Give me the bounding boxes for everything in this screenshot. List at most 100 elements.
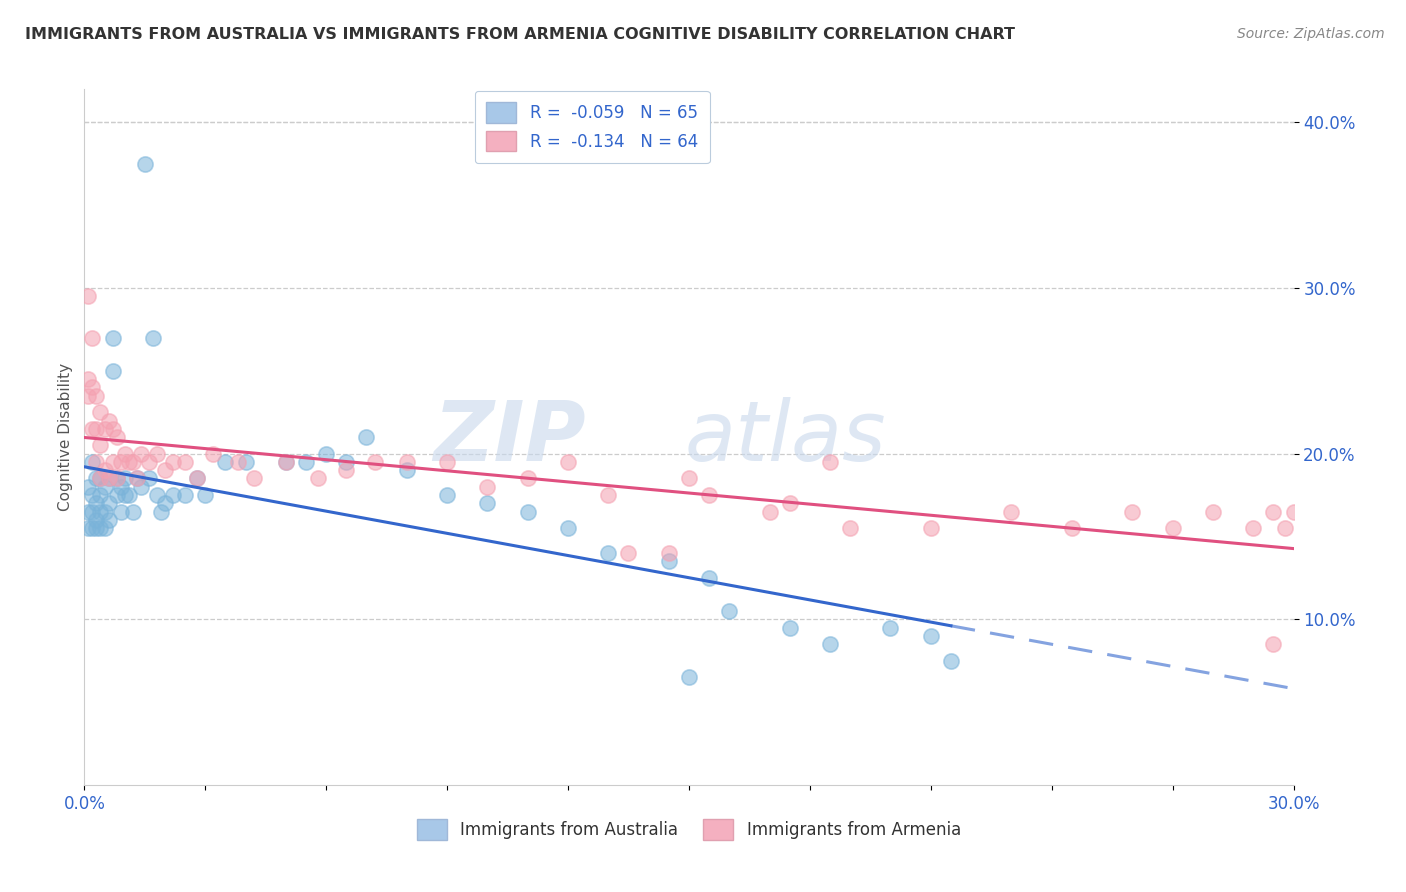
Point bbox=[89, 438, 111, 452]
Text: IMMIGRANTS FROM AUSTRALIA VS IMMIGRANTS FROM ARMENIA COGNITIVE DISABILITY CORREL: IMMIGRANTS FROM AUSTRALIA VS IMMIGRANTS … bbox=[25, 27, 1015, 42]
Point bbox=[82, 521, 104, 535]
Point bbox=[121, 505, 143, 519]
Point bbox=[93, 422, 115, 436]
Point bbox=[77, 289, 100, 303]
Point bbox=[274, 455, 297, 469]
Point bbox=[105, 471, 128, 485]
Point bbox=[153, 463, 176, 477]
Point bbox=[114, 447, 136, 461]
Point bbox=[101, 331, 124, 345]
Point bbox=[307, 471, 329, 485]
Point bbox=[1274, 521, 1296, 535]
Point bbox=[356, 430, 378, 444]
Point bbox=[235, 455, 257, 469]
Point bbox=[516, 471, 538, 485]
Point bbox=[110, 505, 132, 519]
Point bbox=[121, 455, 143, 469]
Y-axis label: Cognitive Disability: Cognitive Disability bbox=[58, 363, 73, 511]
Point bbox=[186, 471, 208, 485]
Point bbox=[1263, 637, 1285, 651]
Point bbox=[1263, 505, 1285, 519]
Point bbox=[839, 521, 862, 535]
Point bbox=[162, 455, 184, 469]
Point bbox=[557, 521, 579, 535]
Point bbox=[436, 455, 458, 469]
Point bbox=[174, 488, 197, 502]
Point bbox=[598, 546, 620, 560]
Point bbox=[129, 480, 152, 494]
Point bbox=[97, 413, 120, 427]
Point bbox=[697, 488, 720, 502]
Point bbox=[162, 488, 184, 502]
Point bbox=[138, 455, 160, 469]
Point bbox=[82, 455, 104, 469]
Point bbox=[82, 505, 104, 519]
Point bbox=[129, 447, 152, 461]
Point bbox=[105, 430, 128, 444]
Point bbox=[274, 455, 297, 469]
Point bbox=[97, 471, 120, 485]
Point bbox=[89, 471, 111, 485]
Point bbox=[125, 471, 148, 485]
Point bbox=[214, 455, 236, 469]
Point bbox=[86, 422, 108, 436]
Point bbox=[77, 389, 100, 403]
Point bbox=[125, 471, 148, 485]
Point bbox=[315, 447, 337, 461]
Point bbox=[226, 455, 249, 469]
Point bbox=[146, 488, 169, 502]
Point bbox=[110, 480, 132, 494]
Point bbox=[939, 654, 962, 668]
Point bbox=[101, 455, 124, 469]
Point bbox=[134, 157, 156, 171]
Point bbox=[818, 637, 841, 651]
Point bbox=[758, 505, 780, 519]
Point bbox=[77, 372, 100, 386]
Point bbox=[89, 505, 111, 519]
Point bbox=[879, 621, 901, 635]
Point bbox=[142, 331, 165, 345]
Point bbox=[93, 505, 115, 519]
Point bbox=[779, 621, 801, 635]
Point bbox=[97, 513, 120, 527]
Point bbox=[101, 422, 124, 436]
Point bbox=[82, 331, 104, 345]
Point bbox=[1121, 505, 1143, 519]
Point bbox=[678, 670, 700, 684]
Point bbox=[89, 521, 111, 535]
Point bbox=[89, 488, 111, 502]
Point bbox=[105, 488, 128, 502]
Point bbox=[114, 488, 136, 502]
Point bbox=[89, 471, 111, 485]
Point bbox=[118, 488, 141, 502]
Point bbox=[82, 380, 104, 394]
Point bbox=[617, 546, 640, 560]
Point bbox=[97, 471, 120, 485]
Point bbox=[598, 488, 620, 502]
Point bbox=[174, 455, 197, 469]
Point bbox=[295, 455, 318, 469]
Point bbox=[110, 455, 132, 469]
Point bbox=[89, 405, 111, 419]
Point bbox=[86, 389, 108, 403]
Point bbox=[86, 496, 108, 510]
Point bbox=[1060, 521, 1083, 535]
Point bbox=[114, 471, 136, 485]
Point bbox=[138, 471, 160, 485]
Point bbox=[86, 471, 108, 485]
Point bbox=[658, 554, 681, 568]
Point bbox=[395, 463, 418, 477]
Point bbox=[1241, 521, 1264, 535]
Text: atlas: atlas bbox=[685, 397, 887, 477]
Point bbox=[477, 480, 499, 494]
Point bbox=[477, 496, 499, 510]
Point bbox=[436, 488, 458, 502]
Point bbox=[105, 471, 128, 485]
Text: ZIP: ZIP bbox=[433, 397, 586, 477]
Point bbox=[101, 364, 124, 378]
Point bbox=[920, 521, 942, 535]
Point bbox=[1202, 505, 1225, 519]
Point bbox=[149, 505, 172, 519]
Point bbox=[697, 571, 720, 585]
Point bbox=[86, 521, 108, 535]
